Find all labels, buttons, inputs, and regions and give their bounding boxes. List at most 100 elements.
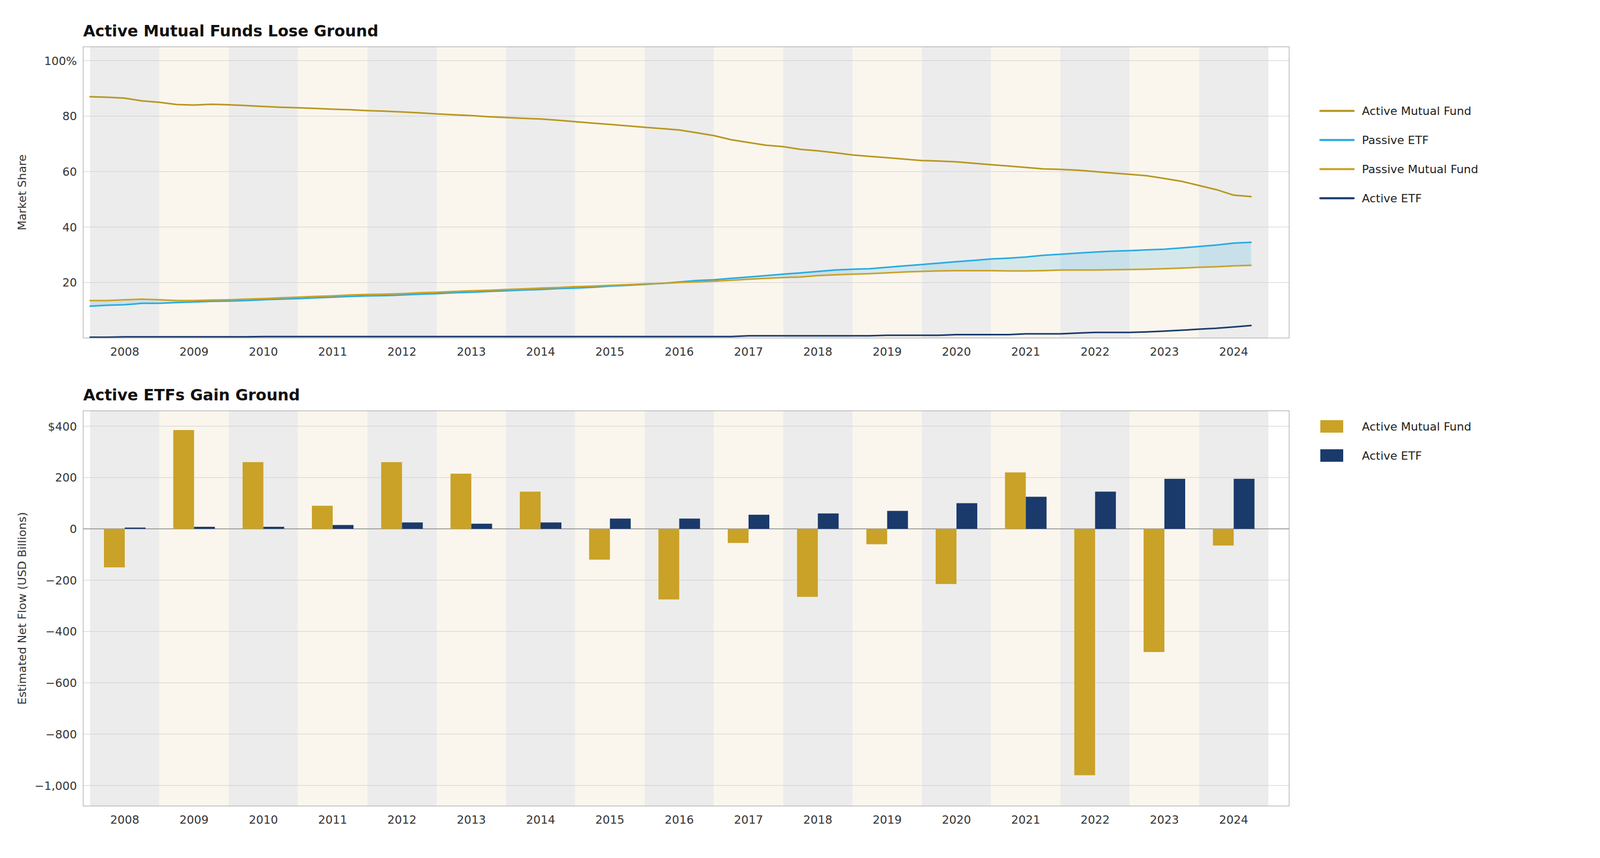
legend-label: Active ETF xyxy=(1361,449,1422,463)
year-stripe xyxy=(713,410,783,806)
bar xyxy=(679,518,701,529)
year-stripe xyxy=(1060,46,1130,338)
x-tick-label: 2012 xyxy=(387,345,417,359)
bar xyxy=(887,510,909,529)
x-tick-label: 2021 xyxy=(1011,345,1041,359)
bar xyxy=(658,528,680,600)
legend: Active Mutual FundPassive ETFPassive Mut… xyxy=(1320,104,1479,205)
year-stripe xyxy=(783,46,853,338)
grid-line xyxy=(83,682,1290,684)
bar xyxy=(796,528,818,597)
y-tick-label: −1,000 xyxy=(34,779,77,793)
x-tick-label: 2016 xyxy=(664,345,694,359)
year-stripe xyxy=(644,46,714,338)
year-stripe xyxy=(921,46,991,338)
bar xyxy=(1004,471,1026,529)
y-tick-label: −200 xyxy=(45,573,77,587)
bar xyxy=(1212,528,1234,546)
plot-frame xyxy=(83,410,1290,806)
year-stripe xyxy=(1199,410,1269,806)
x-tick-label: 2022 xyxy=(1080,345,1110,359)
x-tick-label: 2019 xyxy=(872,812,902,826)
plot-area xyxy=(83,410,1290,806)
bar xyxy=(242,462,264,529)
x-tick-label: 2021 xyxy=(1011,812,1041,826)
x-tick-label: 2023 xyxy=(1149,345,1179,359)
y-tick-label: 60 xyxy=(62,165,77,179)
x-tick-label: 2009 xyxy=(179,345,209,359)
bar xyxy=(1233,478,1255,529)
series-line xyxy=(89,265,1251,301)
year-stripe xyxy=(1129,410,1199,806)
legend-swatch xyxy=(1320,449,1344,462)
year-stripe xyxy=(644,410,714,806)
y-tick-label: 80 xyxy=(62,109,77,123)
legend-swatch xyxy=(1320,167,1354,170)
year-stripe xyxy=(505,46,575,338)
x-tick-label: 2016 xyxy=(664,812,694,826)
grid-line xyxy=(83,733,1290,734)
bar xyxy=(1025,496,1047,529)
bar xyxy=(263,526,285,529)
bar xyxy=(401,522,423,529)
y-tick-label: −400 xyxy=(45,624,77,638)
x-tick-label: 2011 xyxy=(318,812,348,826)
year-stripe xyxy=(159,410,229,806)
bar xyxy=(311,505,333,529)
y-tick-label: −800 xyxy=(45,727,77,741)
x-tick-label: 2024 xyxy=(1218,812,1249,826)
year-stripe xyxy=(991,46,1061,338)
y-tick-label: 0 xyxy=(69,522,77,536)
grid-line xyxy=(83,425,1290,427)
chart-title: Active Mutual Funds Lose Ground xyxy=(83,21,379,41)
grid-line xyxy=(83,226,1290,228)
year-stripe xyxy=(436,46,506,338)
bar xyxy=(935,528,957,584)
series-line xyxy=(89,96,1251,197)
x-tick-label: 2010 xyxy=(248,345,279,359)
bar xyxy=(727,528,749,543)
legend-swatch xyxy=(1320,109,1354,112)
year-stripe xyxy=(505,410,575,806)
bar xyxy=(1074,528,1096,776)
bar xyxy=(332,525,354,529)
grid-line xyxy=(83,477,1290,478)
x-tick-label: 2010 xyxy=(248,812,279,826)
x-tick-label: 2009 xyxy=(179,812,209,826)
x-tick-label: 2015 xyxy=(595,812,625,826)
year-stripe xyxy=(1129,46,1199,338)
x-tick-label: 2018 xyxy=(803,812,833,826)
bar xyxy=(450,473,472,529)
band-fill xyxy=(89,242,1251,307)
legend: Active Mutual Fund Active ETF xyxy=(1320,420,1472,463)
year-stripe xyxy=(1060,410,1130,806)
year-stripe xyxy=(783,410,853,806)
x-tick-label: 2020 xyxy=(941,345,972,359)
bar xyxy=(193,526,215,529)
year-stripe xyxy=(297,410,367,806)
chart-title: Active ETFs Gain Ground xyxy=(83,385,300,404)
bar xyxy=(817,513,839,529)
chart-0: 20406080100%2008200920102011201220132014… xyxy=(15,21,1479,359)
y-tick-label: $400 xyxy=(47,420,77,434)
year-stripe xyxy=(367,410,437,806)
bar xyxy=(540,522,562,529)
bar xyxy=(103,528,125,568)
series-line xyxy=(89,242,1251,307)
y-tick-label: 20 xyxy=(62,276,77,290)
year-stripe xyxy=(1199,46,1269,338)
grid-line xyxy=(83,60,1290,61)
x-tick-label: 2013 xyxy=(456,812,487,826)
background xyxy=(0,0,1600,858)
grid-line xyxy=(83,579,1290,581)
bar xyxy=(381,462,402,529)
y-axis-label: Market Share xyxy=(15,154,29,231)
y-tick-label: −600 xyxy=(45,676,77,690)
x-tick-label: 2022 xyxy=(1080,812,1110,826)
x-tick-label: 2017 xyxy=(733,812,764,826)
year-stripe xyxy=(575,46,645,338)
year-stripe xyxy=(228,46,298,338)
series-line xyxy=(89,325,1251,337)
legend-label: Active Mutual Fund xyxy=(1361,420,1472,434)
x-tick-label: 2008 xyxy=(110,345,140,359)
